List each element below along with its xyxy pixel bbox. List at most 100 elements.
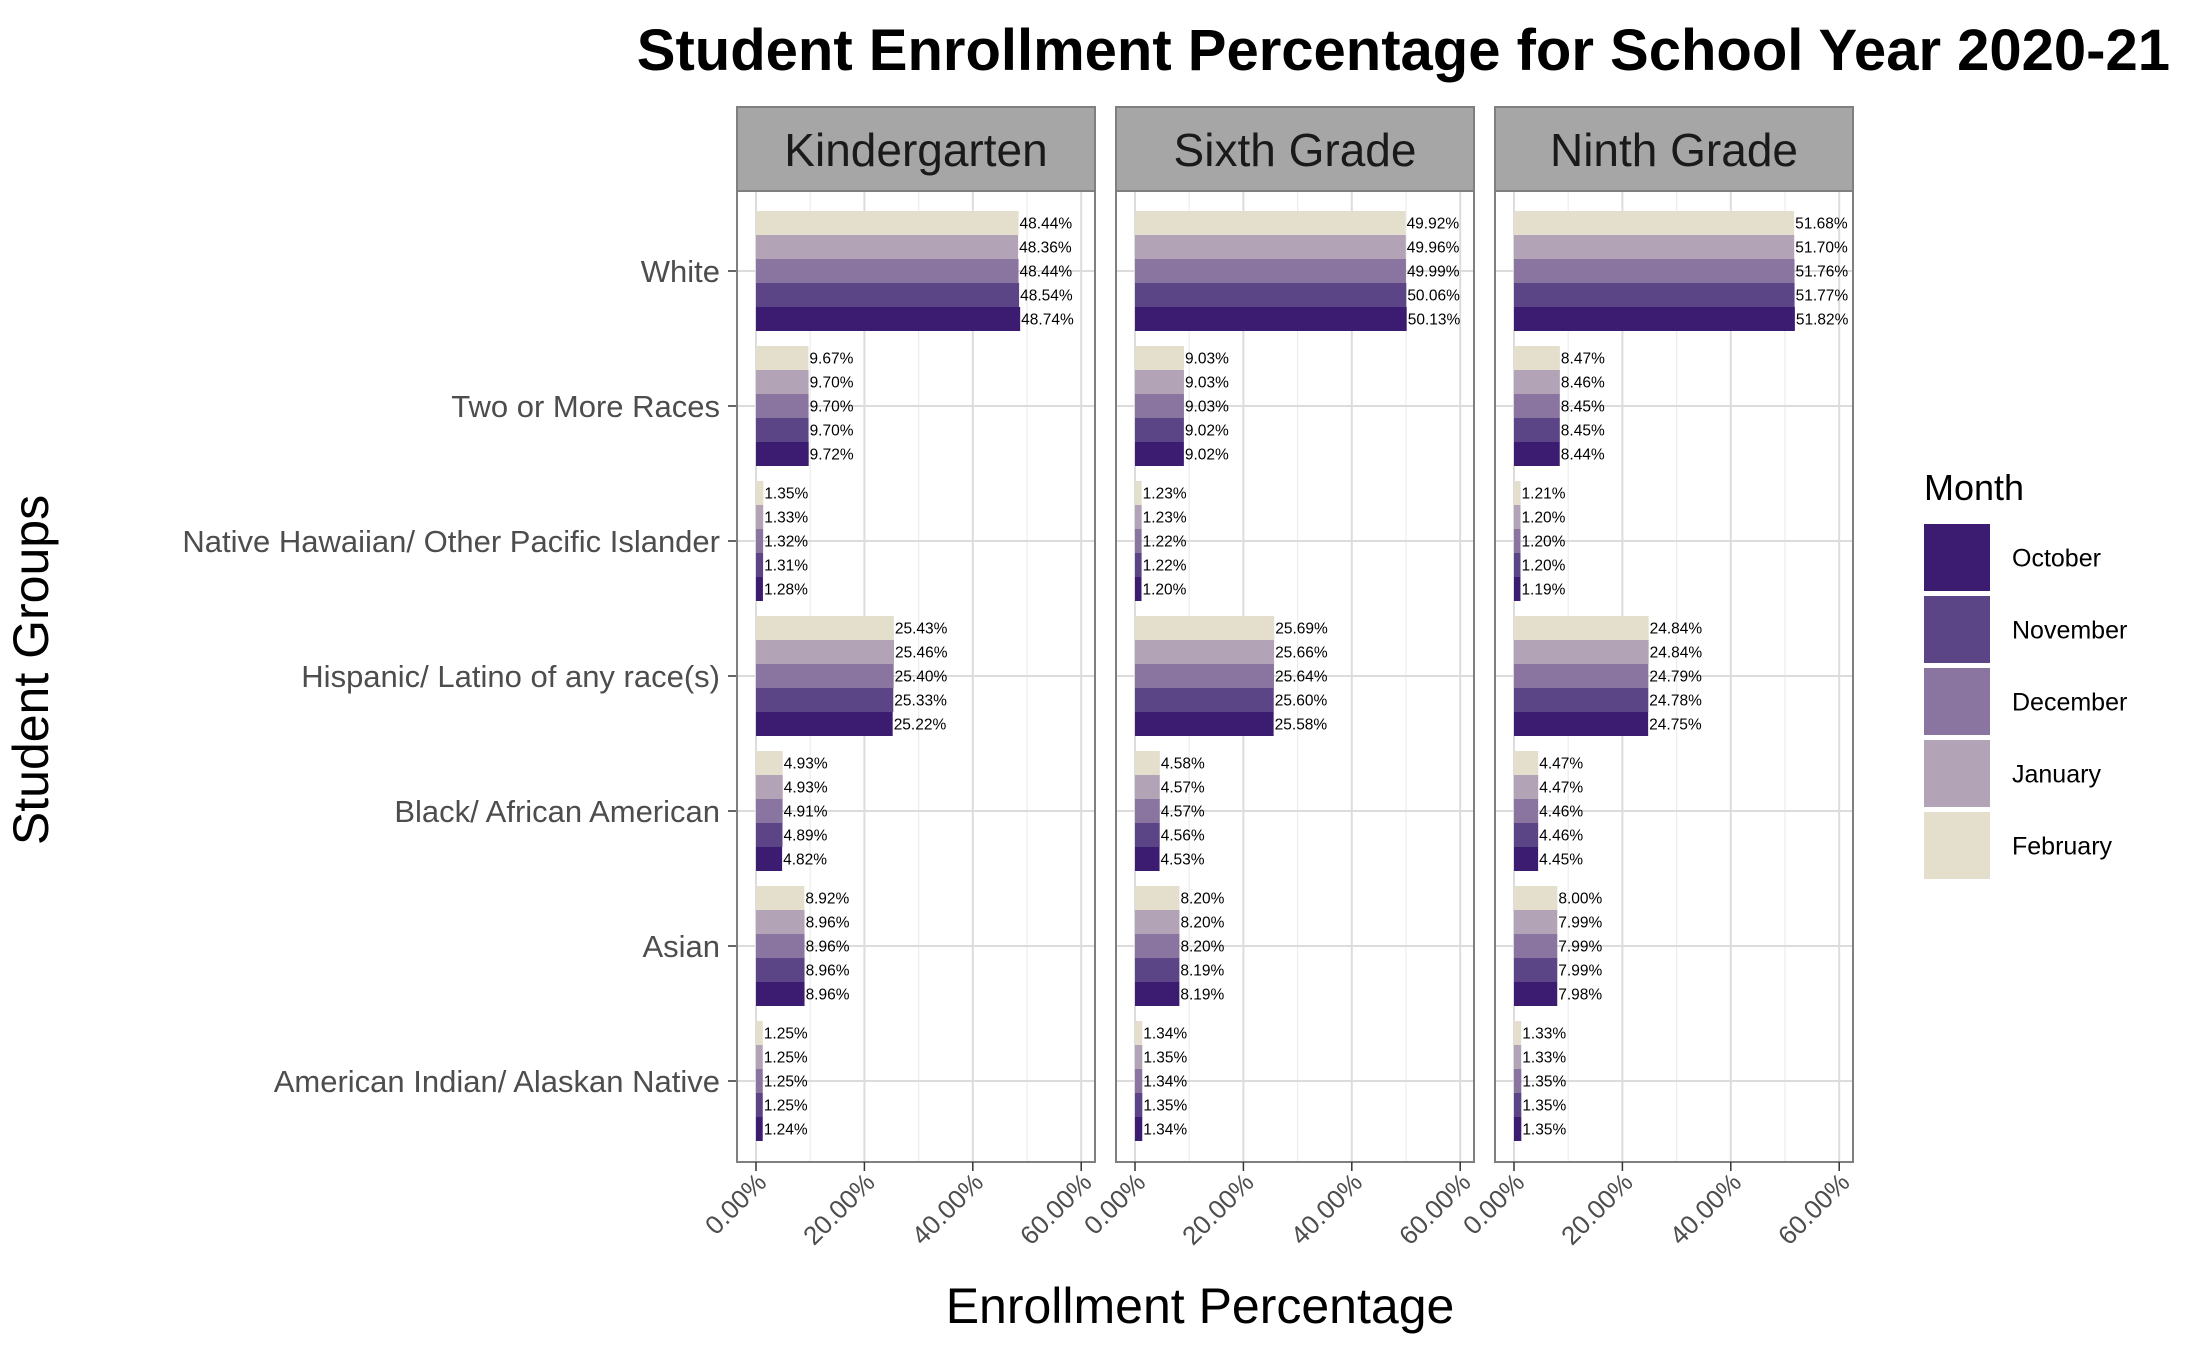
bar-label-ninth-grade-american-indian-alaskan-native-october: 1.35% bbox=[1522, 1122, 1566, 1139]
bar-label-ninth-grade-two-or-more-races-february: 8.47% bbox=[1561, 351, 1605, 368]
bar-sixth-grade-black-african-american-february bbox=[1135, 751, 1160, 775]
chart-title: Student Enrollment Percentage for School… bbox=[637, 18, 2170, 83]
bar-kindergarten-american-indian-alaskan-native-february bbox=[756, 1021, 763, 1045]
bar-label-kindergarten-native-hawaiian-other-pacific-islander-february: 1.35% bbox=[764, 486, 808, 503]
legend-key-november bbox=[1924, 596, 1990, 663]
bar-sixth-grade-american-indian-alaskan-native-january bbox=[1135, 1045, 1143, 1069]
bar-label-sixth-grade-two-or-more-races-february: 9.03% bbox=[1185, 351, 1229, 368]
bar-kindergarten-two-or-more-races-november bbox=[756, 418, 809, 442]
bar-label-ninth-grade-white-october: 51.82% bbox=[1796, 312, 1849, 329]
bar-ninth-grade-native-hawaiian-other-pacific-islander-december bbox=[1514, 529, 1521, 553]
legend-key-february bbox=[1924, 812, 1990, 879]
bar-sixth-grade-hispanic-latino-of-any-race-s-december bbox=[1135, 664, 1274, 688]
category-label-native-hawaiian-other-pacific-islander: Native Hawaiian/ Other Pacific Islander bbox=[182, 524, 720, 559]
bar-sixth-grade-black-african-american-december bbox=[1135, 799, 1160, 823]
bar-kindergarten-black-african-american-november bbox=[756, 823, 783, 847]
legend-label-february: February bbox=[2012, 833, 2113, 861]
bar-label-sixth-grade-white-november: 50.06% bbox=[1407, 288, 1460, 305]
legend-key-october bbox=[1924, 524, 1990, 591]
y-axis-title: Student Groups bbox=[3, 495, 59, 845]
bar-label-ninth-grade-white-february: 51.68% bbox=[1795, 216, 1848, 233]
bar-sixth-grade-two-or-more-races-february bbox=[1135, 346, 1184, 370]
bar-label-kindergarten-native-hawaiian-other-pacific-islander-january: 1.33% bbox=[764, 510, 808, 527]
bar-ninth-grade-asian-december bbox=[1514, 934, 1558, 958]
bar-sixth-grade-black-african-american-november bbox=[1135, 823, 1160, 847]
x-axis-title: Enrollment Percentage bbox=[946, 1278, 1455, 1334]
bar-label-sixth-grade-hispanic-latino-of-any-race-s-february: 25.69% bbox=[1275, 621, 1328, 638]
bar-kindergarten-white-november bbox=[756, 283, 1020, 307]
bar-ninth-grade-native-hawaiian-other-pacific-islander-november bbox=[1514, 553, 1521, 577]
bar-ninth-grade-asian-november bbox=[1514, 958, 1558, 982]
legend-label-november: November bbox=[2012, 617, 2127, 645]
bar-label-kindergarten-two-or-more-races-february: 9.67% bbox=[809, 351, 853, 368]
legend-label-october: October bbox=[2012, 545, 2101, 573]
bar-label-sixth-grade-american-indian-alaskan-native-december: 1.34% bbox=[1143, 1074, 1187, 1091]
bar-label-sixth-grade-black-african-american-december: 4.57% bbox=[1161, 804, 1205, 821]
bar-label-sixth-grade-asian-november: 8.19% bbox=[1180, 963, 1224, 980]
bar-ninth-grade-black-african-american-february bbox=[1514, 751, 1539, 775]
bar-kindergarten-native-hawaiian-other-pacific-islander-october bbox=[756, 577, 763, 601]
bar-kindergarten-american-indian-alaskan-native-october bbox=[756, 1117, 763, 1141]
bar-label-kindergarten-two-or-more-races-december: 9.70% bbox=[810, 399, 854, 416]
bar-kindergarten-white-december bbox=[756, 259, 1019, 283]
bar-ninth-grade-asian-february bbox=[1514, 886, 1558, 910]
bar-label-sixth-grade-hispanic-latino-of-any-race-s-december: 25.64% bbox=[1275, 669, 1328, 686]
bar-sixth-grade-native-hawaiian-other-pacific-islander-november bbox=[1135, 553, 1142, 577]
bar-label-ninth-grade-two-or-more-races-november: 8.45% bbox=[1561, 423, 1605, 440]
bar-label-kindergarten-hispanic-latino-of-any-race-s-december: 25.40% bbox=[895, 669, 948, 686]
bar-ninth-grade-native-hawaiian-other-pacific-islander-october bbox=[1514, 577, 1521, 601]
bar-label-sixth-grade-two-or-more-races-november: 9.02% bbox=[1185, 423, 1229, 440]
legend-key-december bbox=[1924, 668, 1990, 735]
bar-kindergarten-two-or-more-races-january bbox=[756, 370, 809, 394]
strip-kindergarten bbox=[736, 106, 1096, 192]
bar-kindergarten-white-february bbox=[756, 211, 1019, 235]
bar-label-kindergarten-white-february: 48.44% bbox=[1020, 216, 1073, 233]
bar-label-sixth-grade-american-indian-alaskan-native-february: 1.34% bbox=[1143, 1026, 1187, 1043]
bar-label-kindergarten-american-indian-alaskan-native-november: 1.25% bbox=[764, 1098, 808, 1115]
x-tick-label-sixth-grade: 40.00% bbox=[1284, 1167, 1368, 1251]
bar-label-kindergarten-hispanic-latino-of-any-race-s-january: 25.46% bbox=[895, 645, 948, 662]
x-tick-label-kindergarten: 20.00% bbox=[797, 1167, 881, 1251]
bar-ninth-grade-hispanic-latino-of-any-race-s-january bbox=[1514, 640, 1649, 664]
bar-sixth-grade-hispanic-latino-of-any-race-s-january bbox=[1135, 640, 1275, 664]
bar-sixth-grade-black-african-american-october bbox=[1135, 847, 1160, 871]
bar-ninth-grade-american-indian-alaskan-native-january bbox=[1514, 1045, 1522, 1069]
bar-label-kindergarten-native-hawaiian-other-pacific-islander-october: 1.28% bbox=[764, 582, 808, 599]
bar-ninth-grade-native-hawaiian-other-pacific-islander-february bbox=[1514, 481, 1521, 505]
bar-ninth-grade-two-or-more-races-january bbox=[1514, 370, 1560, 394]
legend-key-january bbox=[1924, 740, 1990, 807]
bar-label-ninth-grade-hispanic-latino-of-any-race-s-february: 24.84% bbox=[1650, 621, 1703, 638]
category-label-asian: Asian bbox=[642, 929, 720, 964]
plot-layer: White Two or More Races Native Hawaiian/ O… bbox=[182, 106, 1855, 1251]
bar-label-ninth-grade-hispanic-latino-of-any-race-s-november: 24.78% bbox=[1649, 693, 1702, 710]
bar-label-ninth-grade-american-indian-alaskan-native-december: 1.35% bbox=[1522, 1074, 1566, 1091]
bar-sixth-grade-two-or-more-races-december bbox=[1135, 394, 1184, 418]
x-tick-label-sixth-grade: 0.00% bbox=[1078, 1167, 1151, 1240]
bar-label-sixth-grade-white-december: 49.99% bbox=[1407, 264, 1460, 281]
strip-sixth-grade bbox=[1115, 106, 1475, 192]
bar-label-sixth-grade-white-january: 49.96% bbox=[1407, 240, 1460, 257]
bar-kindergarten-asian-november bbox=[756, 958, 805, 982]
category-label-black-african-american: Black/ African American bbox=[394, 794, 720, 829]
bar-label-kindergarten-two-or-more-races-november: 9.70% bbox=[810, 423, 854, 440]
x-tick-label-ninth-grade: 40.00% bbox=[1663, 1167, 1747, 1251]
bar-kindergarten-hispanic-latino-of-any-race-s-february bbox=[756, 616, 894, 640]
bar-sixth-grade-native-hawaiian-other-pacific-islander-january bbox=[1135, 505, 1142, 529]
bar-label-kindergarten-asian-october: 8.96% bbox=[806, 987, 850, 1004]
bar-label-ninth-grade-two-or-more-races-december: 8.45% bbox=[1561, 399, 1605, 416]
bar-label-sixth-grade-hispanic-latino-of-any-race-s-january: 25.66% bbox=[1275, 645, 1328, 662]
bar-sixth-grade-white-october bbox=[1135, 307, 1407, 331]
bar-label-ninth-grade-american-indian-alaskan-native-february: 1.33% bbox=[1522, 1026, 1566, 1043]
legend: Month October November December January Febr… bbox=[1924, 467, 2127, 879]
bar-label-sixth-grade-two-or-more-races-october: 9.02% bbox=[1185, 447, 1229, 464]
bar-label-sixth-grade-native-hawaiian-other-pacific-islander-february: 1.23% bbox=[1143, 486, 1187, 503]
bar-ninth-grade-american-indian-alaskan-native-november bbox=[1514, 1093, 1522, 1117]
bar-label-sixth-grade-asian-february: 8.20% bbox=[1180, 891, 1224, 908]
bar-kindergarten-white-october bbox=[756, 307, 1021, 331]
bar-label-ninth-grade-hispanic-latino-of-any-race-s-january: 24.84% bbox=[1650, 645, 1703, 662]
bar-label-ninth-grade-white-november: 51.77% bbox=[1796, 288, 1849, 305]
bar-sixth-grade-asian-october bbox=[1135, 982, 1180, 1006]
bar-label-kindergarten-native-hawaiian-other-pacific-islander-november: 1.31% bbox=[764, 558, 808, 575]
bar-ninth-grade-black-african-american-november bbox=[1514, 823, 1539, 847]
bar-label-kindergarten-hispanic-latino-of-any-race-s-february: 25.43% bbox=[895, 621, 948, 638]
